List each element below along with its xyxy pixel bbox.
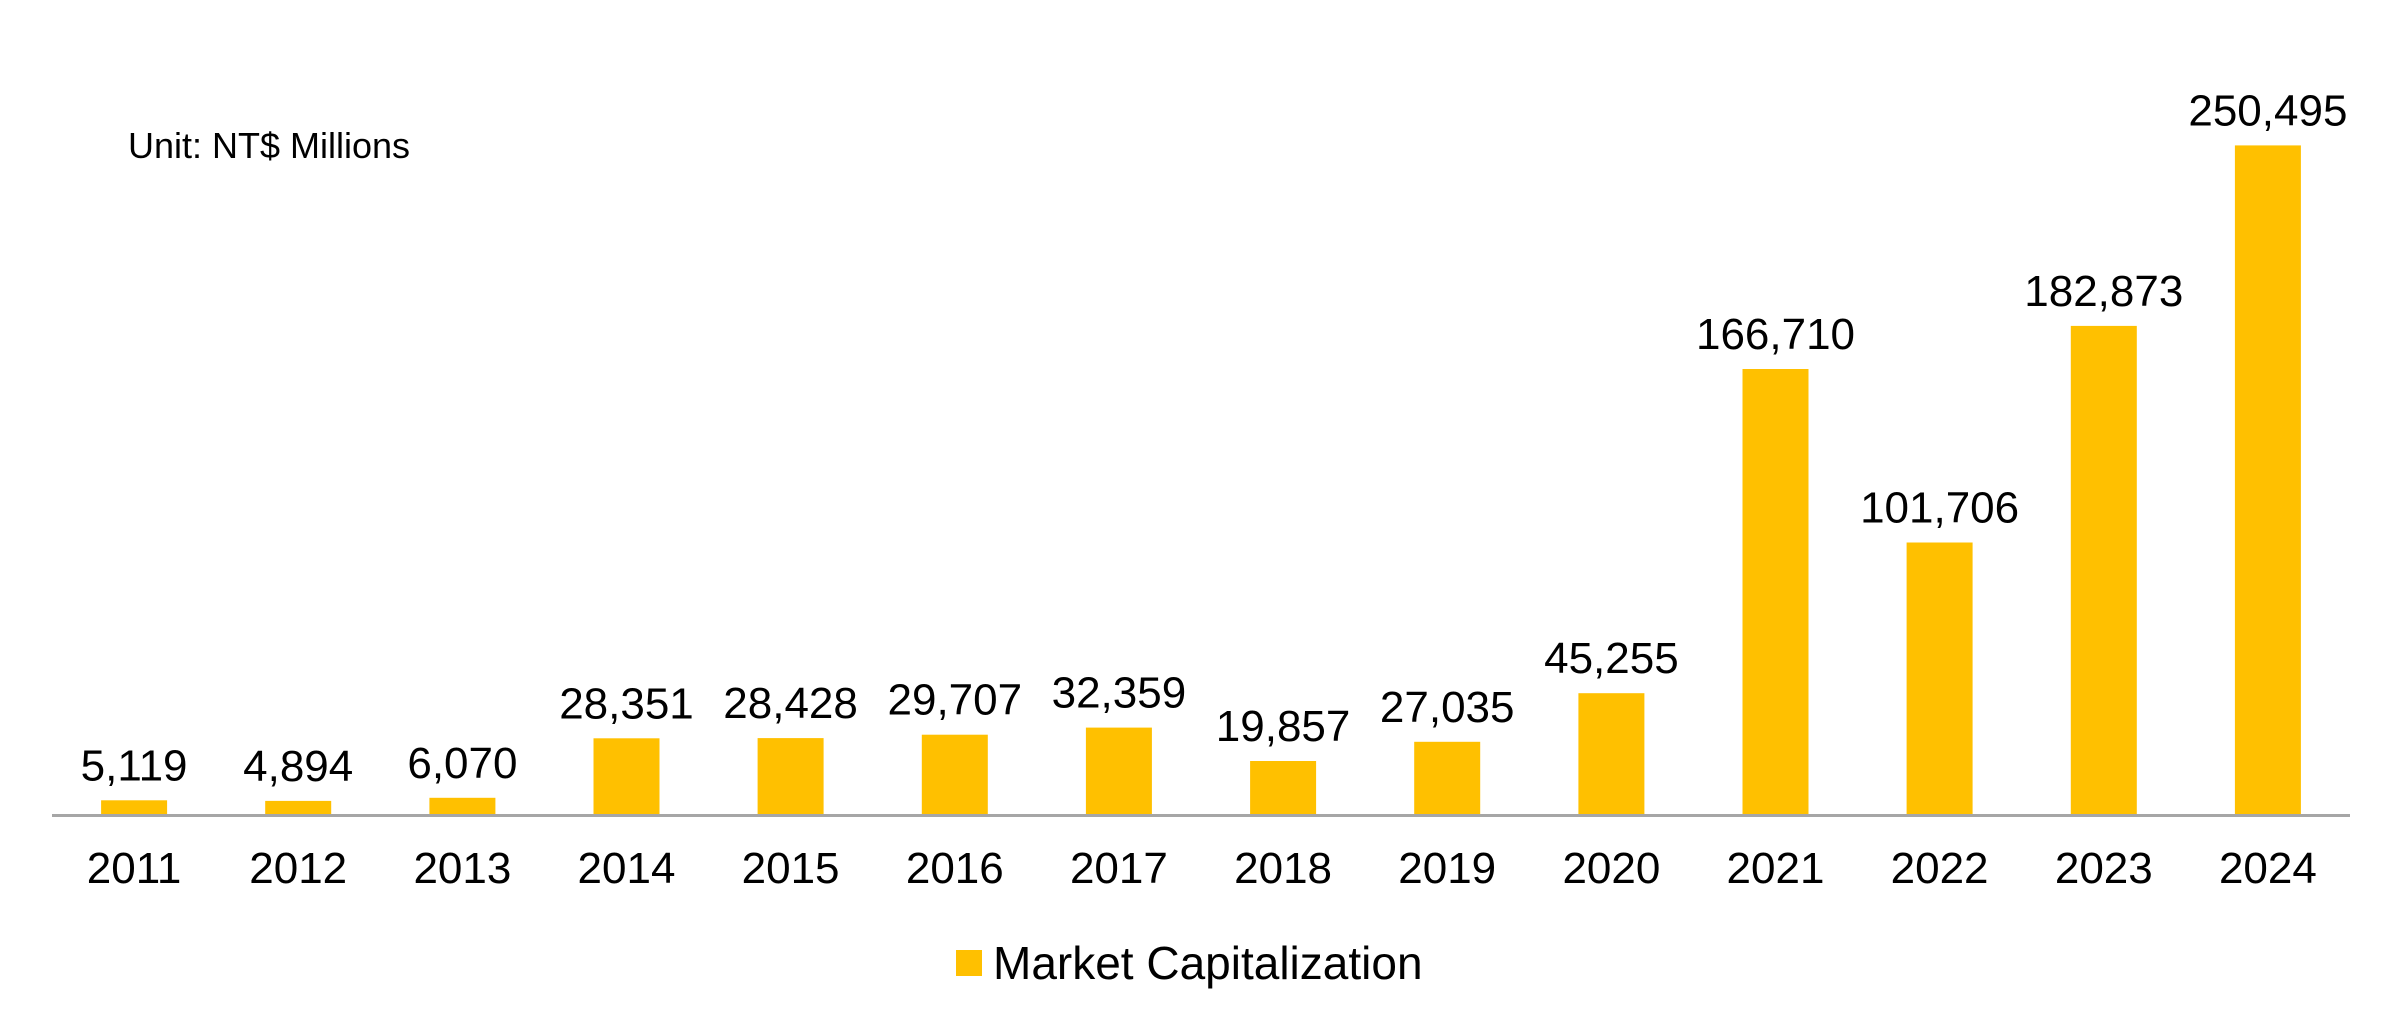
value-label-2016: 29,707 — [888, 676, 1023, 725]
x-tick-2022: 2022 — [1891, 844, 1989, 893]
x-tick-2011: 2011 — [87, 844, 182, 893]
value-label-2012: 4,894 — [243, 742, 353, 791]
x-tick-2018: 2018 — [1234, 844, 1332, 893]
bar-2020 — [1578, 693, 1645, 814]
bars-layer — [101, 145, 2301, 814]
value-label-2023: 182,873 — [2024, 267, 2183, 316]
legend-label: Market Capitalization — [993, 937, 1423, 989]
value-label-2022: 101,706 — [1860, 484, 2019, 533]
value-label-2021: 166,710 — [1696, 310, 1855, 359]
value-label-2019: 27,035 — [1380, 683, 1515, 732]
bar-2023 — [2070, 325, 2137, 814]
bar-2013 — [429, 797, 496, 814]
value-label-2011: 5,119 — [81, 741, 188, 790]
unit-label: Unit: NT$ Millions — [128, 125, 410, 166]
value-label-2015: 28,428 — [723, 679, 858, 728]
bar-2024 — [2234, 145, 2301, 814]
value-label-2013: 6,070 — [407, 739, 517, 788]
bar-2012 — [265, 800, 332, 814]
bar-2014 — [593, 738, 660, 814]
bar-2022 — [1906, 542, 1973, 814]
legend: Market Capitalization — [956, 937, 1423, 989]
bar-2021 — [1742, 369, 1809, 814]
bar-2019 — [1414, 741, 1481, 814]
bar-2015 — [757, 738, 824, 814]
x-tick-2021: 2021 — [1727, 844, 1825, 893]
x-tick-2013: 2013 — [413, 844, 511, 893]
value-label-2014: 28,351 — [559, 679, 694, 728]
x-tick-2016: 2016 — [906, 844, 1004, 893]
value-labels-layer: 5,119 4,894 6,070 28,351 28,428 29,707 32,359 1… — [81, 86, 2348, 791]
x-tick-2020: 2020 — [1562, 844, 1660, 893]
bar-2016 — [921, 734, 988, 814]
x-tick-2019: 2019 — [1398, 844, 1496, 893]
bar-2011 — [101, 800, 168, 814]
value-label-2018: 19,857 — [1216, 702, 1351, 751]
x-tick-labels: 2011 2012 2013 2014 2015 2016 2017 2018 2019 2020… — [87, 844, 2317, 893]
x-tick-2017: 2017 — [1070, 844, 1168, 893]
x-tick-2012: 2012 — [249, 844, 347, 893]
value-label-2017: 32,359 — [1052, 669, 1187, 718]
bar-2017 — [1085, 727, 1152, 814]
value-label-2020: 45,255 — [1544, 634, 1679, 683]
x-tick-2024: 2024 — [2219, 844, 2317, 893]
value-label-2024: 250,495 — [2188, 86, 2347, 135]
x-tick-2023: 2023 — [2055, 844, 2153, 893]
bar-2018 — [1250, 761, 1317, 814]
x-tick-2015: 2015 — [742, 844, 840, 893]
legend-swatch — [956, 950, 982, 976]
x-tick-2014: 2014 — [578, 844, 676, 893]
